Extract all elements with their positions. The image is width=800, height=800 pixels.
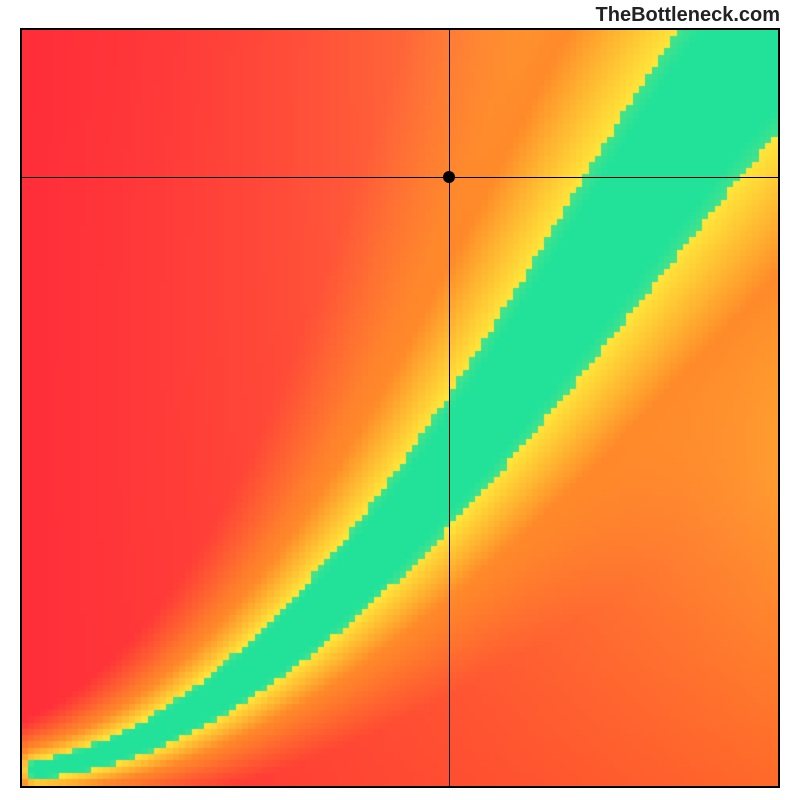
- watermark: TheBottleneck.com: [596, 4, 780, 27]
- bottleneck-heatmap: [20, 28, 780, 788]
- heatmap-canvas: [22, 30, 778, 786]
